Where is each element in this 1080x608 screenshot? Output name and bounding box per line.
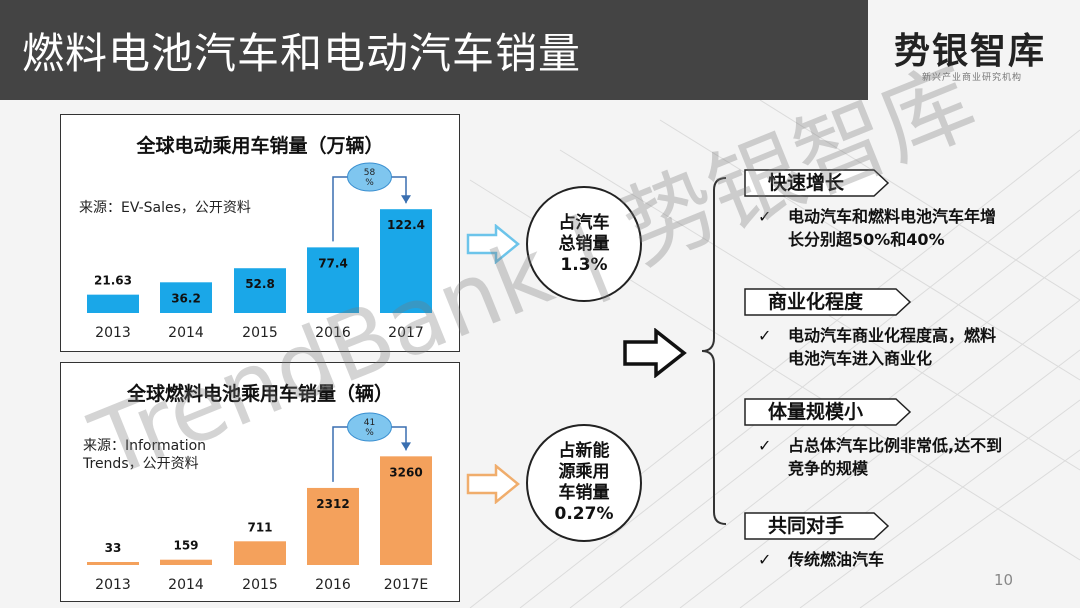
tag-frame [744, 512, 890, 540]
logo-subtitle: 新兴产业商业研究机构 [922, 73, 1023, 83]
fc-bar-chart: 33 2013 159 2014 711 2015 2312 2016 3260 2017E 41% [87, 412, 432, 593]
logo-text: 势银智库 [894, 31, 1047, 72]
ev-sales-panel: 全球电动乘用车销量（万辆） 来源：EV-Sales，公开资料 21.63 2013… [60, 114, 460, 352]
x-tick-label: 2014 [168, 325, 204, 341]
bar-value-label: 77.4 [318, 256, 348, 270]
growth-arrowhead [401, 195, 411, 204]
x-tick-label: 2015 [242, 577, 278, 593]
x-tick-label: 2013 [95, 325, 131, 341]
page-number: 10 [994, 571, 1014, 589]
point-tag: 共同对手 [744, 512, 890, 540]
ev-share-circle: 占汽车 总销量 1.3% [526, 186, 642, 302]
point-tag-label: 体量规模小 [768, 401, 864, 423]
bar-2016 [307, 487, 359, 565]
brand-logo: 势银智库 新兴产业商业研究机构 [882, 18, 1072, 88]
growth-badge [347, 162, 392, 192]
point-tag-label: 共同对手 [768, 515, 845, 537]
growth-arrowhead [401, 442, 411, 451]
growth-badge-text: % [365, 178, 374, 188]
check-icon: ✓ [758, 436, 772, 455]
bar-value-label: 36.2 [171, 291, 201, 305]
tag-frame [744, 288, 912, 316]
curly-brace [701, 177, 727, 525]
fc-chart-title: 全球燃料电池乘用车销量（辆） [126, 383, 393, 405]
x-tick-label: 2014 [168, 577, 204, 593]
bar-value-label: 21.63 [94, 274, 132, 288]
x-tick-label: 2017 [388, 325, 424, 341]
bar-value-label: 159 [173, 539, 198, 553]
fc-source: 来源：Information Trends，公开资料 [83, 438, 207, 472]
growth-badge-text: 41 [364, 418, 375, 428]
bar-2017E [380, 456, 432, 565]
x-tick-label: 2013 [95, 577, 131, 593]
fc-share-circle: 占新能 源乘用 车销量 0.27% [526, 424, 642, 542]
point-tag: 体量规模小 [744, 398, 912, 426]
point-text: 电动汽车商业化程度高，燃料电池汽车进入商业化 [788, 326, 997, 368]
bar-2014 [160, 559, 212, 565]
point-bullet: ✓ 电动汽车商业化程度高，燃料电池汽车进入商业化 [758, 324, 1006, 370]
point-tag-label: 快速增长 [768, 172, 845, 194]
check-icon: ✓ [758, 550, 772, 569]
point-bullet: ✓ 传统燃油汽车 [758, 548, 1006, 571]
point-bullet: ✓ 电动汽车和燃料电池汽车年增长分别超50%和40% [758, 205, 1006, 251]
bar-2014 [160, 282, 212, 313]
x-tick-label: 2015 [242, 325, 278, 341]
fc-arrow-icon [466, 464, 520, 504]
ev-arrow-icon [466, 224, 520, 264]
point-tag: 商业化程度 [744, 288, 912, 316]
bar-2013 [87, 562, 139, 565]
bar-value-label: 3260 [389, 465, 422, 479]
x-tick-label: 2016 [315, 325, 351, 341]
growth-badge [347, 412, 392, 442]
bar-2016 [307, 247, 359, 313]
bar-value-label: 2312 [316, 497, 349, 511]
ev-bar-chart: 21.63 2013 36.2 2014 52.8 2015 77.4 2016 122.4 20… [87, 162, 432, 341]
check-icon: ✓ [758, 326, 772, 345]
point-text: 电动汽车和燃料电池汽车年增长分别超50%和40% [788, 207, 997, 249]
page-title: 燃料电池汽车和电动汽车销量 [22, 29, 582, 78]
point-text: 传统燃油汽车 [788, 550, 885, 569]
tag-frame [744, 169, 890, 197]
point-tag-label: 商业化程度 [768, 291, 864, 313]
growth-badge-text: 58 [364, 168, 376, 178]
bar-2017 [380, 209, 432, 313]
point-bullet: ✓ 占总体汽车比例非常低,达不到竞争的规模 [758, 434, 1006, 480]
tag-frame [744, 398, 912, 426]
point-tag: 快速增长 [744, 169, 890, 197]
x-tick-label: 2017E [384, 577, 428, 593]
x-tick-label: 2016 [315, 577, 351, 593]
bar-value-label: 122.4 [387, 218, 425, 232]
bar-value-label: 711 [247, 520, 272, 534]
check-icon: ✓ [758, 207, 772, 226]
point-text: 占总体汽车比例非常低,达不到竞争的规模 [788, 436, 1003, 478]
bar-2015 [234, 268, 286, 313]
bar-value-label: 33 [105, 541, 122, 555]
growth-badge-text: % [365, 428, 374, 438]
bar-2013 [87, 294, 139, 313]
header-bar: 燃料电池汽车和电动汽车销量 [0, 0, 868, 100]
ev-source: 来源：EV-Sales，公开资料 [79, 200, 251, 216]
right-arrow-icon [623, 328, 687, 378]
bar-value-label: 52.8 [245, 277, 275, 291]
fc-sales-panel: 全球燃料电池乘用车销量（辆） 来源：Information Trends，公开资… [60, 362, 460, 602]
bar-2015 [234, 541, 286, 565]
ev-chart-title: 全球电动乘用车销量（万辆） [136, 135, 384, 157]
